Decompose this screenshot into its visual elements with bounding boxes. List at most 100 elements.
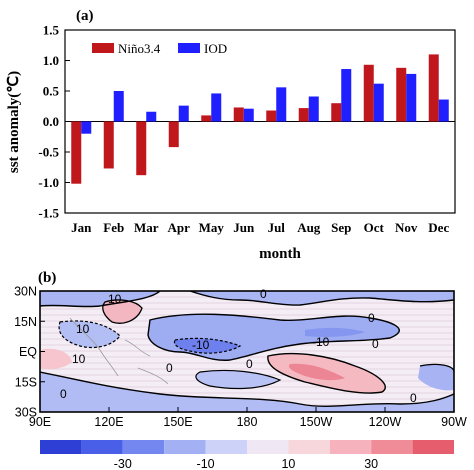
bar-nino34-feb (103, 121, 114, 169)
x-tick-label: Oct (364, 220, 385, 235)
contour-label: 10 (108, 292, 122, 306)
bar-nino34-may (201, 115, 212, 122)
lat-tick-label: 15S (15, 375, 37, 389)
positive-region (102, 300, 142, 324)
contour-line (267, 352, 386, 394)
y-tick-label: -1.0 (38, 175, 59, 190)
x-tick-label: Apr (168, 220, 191, 235)
contour-line (40, 291, 161, 308)
x-tick-label: Dec (428, 220, 449, 235)
bar-chart-bars (71, 54, 449, 184)
bar-chart-axes (64, 29, 456, 214)
contour-label: 0 (246, 357, 253, 371)
bar-chart-panel: (a) -1.5 -1.0 -0.5 0.0 0.5 1.0 1.5 Jan Feb Mar Ap… (6, 8, 456, 262)
y-axis-label: sst anomaly(℃) (6, 71, 22, 173)
negative-region (190, 291, 454, 306)
contour-label: -10 (312, 335, 330, 349)
contour-line (147, 313, 400, 361)
negative-region (40, 291, 160, 307)
bar-iod-may (211, 93, 222, 122)
colorbar-label: -30 (114, 457, 132, 470)
bar-nino34-mar (136, 121, 147, 176)
bar-iod-jan (81, 121, 92, 134)
y-tick-label: 1.5 (43, 23, 60, 38)
colorbar-swatch (164, 440, 206, 454)
bar-nino34-nov (396, 67, 407, 122)
lat-tick-label: 30N (14, 285, 37, 299)
lat-tick-label: EQ (19, 345, 37, 359)
lon-tick-label: 150E (163, 415, 192, 429)
y-tick-label: -1.5 (38, 206, 59, 221)
colorbar-swatch (329, 440, 372, 454)
x-tick-label: Mar (134, 220, 159, 235)
legend-label-nino34: Niño3.4 (118, 41, 161, 56)
contour-line (40, 371, 454, 407)
bar-nino34-oct (363, 64, 374, 122)
x-tick-label: Jan (71, 220, 92, 235)
lon-tick-label: 90E (29, 415, 51, 429)
bar-iod-aug (308, 96, 319, 122)
bar-iod-jul (276, 87, 287, 122)
map-ticks: 90E 120E 150E 180 150W 120W 90W 30N 15N EQ 15S 30S (14, 285, 467, 430)
lon-tick-label: 150W (300, 415, 333, 429)
y-tick-label: 0.5 (43, 84, 60, 99)
strong-positive-region (288, 363, 345, 381)
colorbar-swatch (40, 440, 82, 454)
colorbar-swatch (81, 440, 123, 454)
colorbar-label: -10 (197, 457, 215, 470)
strong-negative-region (174, 338, 240, 354)
negative-region (59, 320, 120, 348)
x-tick-label: Nov (395, 220, 418, 235)
strong-negative-region (305, 327, 365, 337)
bar-iod-nov (406, 73, 417, 122)
lon-tick-label: 120E (94, 415, 123, 429)
contour-line (102, 299, 143, 324)
bar-iod-feb (113, 91, 124, 122)
bar-nino34-dec (428, 54, 439, 122)
positive-region (40, 348, 72, 370)
contour-line (189, 291, 454, 306)
legend-swatch-iod (178, 43, 200, 53)
lat-tick-label: 30S (15, 406, 37, 420)
contour-labels: 10 0 0 10 -10 -10 0 0 10 0 0 0 (60, 287, 417, 405)
bar-nino34-sep (331, 103, 342, 122)
legend-label-iod: IOD (204, 41, 227, 56)
colorbar-swatch (247, 440, 289, 454)
lon-tick-label: 180 (237, 415, 258, 429)
x-tick-label: Sep (331, 220, 351, 235)
colorbar-swatch (288, 440, 330, 454)
lat-tick-label: 15N (14, 315, 37, 329)
colorbar-label: 30 (364, 457, 378, 470)
contour-label: 0 (166, 361, 173, 375)
contour-line (195, 369, 282, 390)
negative-region (40, 372, 454, 412)
contour-label: 0 (60, 387, 67, 401)
panel-a-label: (a) (76, 8, 94, 24)
bar-nino34-apr (168, 121, 179, 148)
contour-label: 0 (410, 391, 417, 405)
colorbar-label: 10 (281, 457, 295, 470)
sst-map-panel: (b) (14, 270, 467, 470)
contour-label: 0 (372, 337, 379, 351)
x-axis-label: month (259, 246, 301, 262)
colorbar-swatch (412, 440, 454, 454)
coastline (69, 317, 169, 385)
y-tick-label: 0.0 (43, 114, 59, 129)
negative-region (195, 370, 280, 389)
legend: Niño3.4 IOD (92, 41, 227, 56)
bar-iod-apr (178, 105, 189, 122)
bar-iod-mar (146, 111, 157, 122)
colorbar-swatch (371, 440, 413, 454)
x-tick-label: Jun (233, 220, 255, 235)
colorbar-swatch (205, 440, 247, 454)
bar-iod-sep (341, 69, 352, 122)
contour-label: 0 (368, 311, 375, 325)
contour-label: -10 (192, 338, 210, 352)
bar-nino34-jun (233, 107, 244, 122)
lon-tick-label: 90W (441, 415, 467, 429)
colorbar-swatch (122, 440, 165, 454)
x-tick-labels: Jan Feb Mar Apr May Jun Jul Aug Sep Oct Nov Dec (71, 220, 449, 235)
x-tick-label: Jul (268, 220, 286, 235)
bar-nino34-jan (71, 121, 82, 184)
x-tick-label: Aug (297, 220, 321, 235)
